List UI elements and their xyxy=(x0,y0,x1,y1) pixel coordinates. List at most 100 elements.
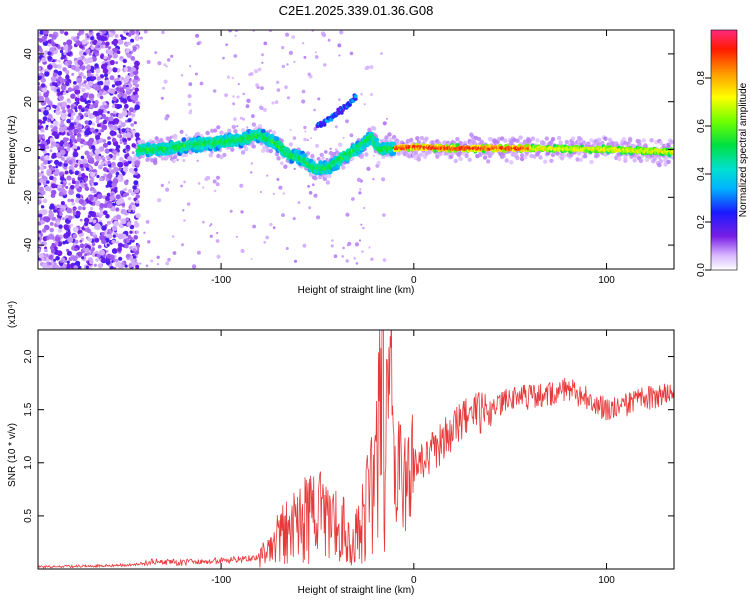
spectrogram-noise-cell xyxy=(123,187,127,192)
spectrogram-noise-cell xyxy=(55,165,59,169)
spectrogram-noise-cell xyxy=(131,151,135,155)
spectrogram-noise-cell xyxy=(366,166,371,171)
spectrogram-noise-cell xyxy=(188,82,193,87)
spectrogram-noise-cell xyxy=(115,171,120,176)
spectrogram-noise-cell xyxy=(89,200,93,205)
spectrogram-noise-cell xyxy=(130,204,137,211)
spectrogram-noise-cell xyxy=(49,47,55,53)
spectrogram-noise-cell xyxy=(68,165,74,171)
spectrogram-noise-cell xyxy=(130,50,134,54)
spectrogram-noise-cell xyxy=(50,145,54,149)
spectrogram-noise-cell xyxy=(126,53,132,59)
spectrogram-noise-cell xyxy=(119,141,123,145)
spectrogram-noise-cell xyxy=(53,209,57,213)
spectrogram-noise-cell xyxy=(100,128,105,133)
spectrogram-noise-cell xyxy=(46,106,50,111)
spectrogram-noise-cell xyxy=(98,114,102,118)
spectrogram-noise-cell xyxy=(145,220,150,224)
spectrogram-noise-cell xyxy=(252,224,256,229)
spectrogram-noise-cell xyxy=(276,88,281,92)
snr-ytick-label: 2.0 xyxy=(23,349,34,363)
spectrogram-noise-cell xyxy=(118,197,125,204)
spectrogram-noise-cell xyxy=(66,39,73,46)
spectrogram-noise-cell xyxy=(102,119,108,125)
spectrogram-noise-cell xyxy=(88,238,93,242)
spectrogram-noise-cell xyxy=(226,75,231,79)
spectrogram-noise-cell xyxy=(53,246,58,251)
spectrogram-noise-cell xyxy=(61,188,66,193)
spectrogram-noise-cell xyxy=(95,258,99,262)
spectrogram-ridge-cell xyxy=(374,137,380,143)
spectrogram-noise-cell xyxy=(112,178,119,185)
spectrogram-noise-cell xyxy=(308,206,312,210)
spectrogram-noise-cell xyxy=(121,203,125,207)
spectrogram-noise-cell xyxy=(316,215,321,220)
spectrogram-noise-cell xyxy=(42,38,47,43)
spectrogram-noise-cell xyxy=(112,266,117,269)
spectrogram-noise-cell xyxy=(156,263,160,266)
spectrogram-noise-cell xyxy=(106,155,110,159)
spectrogram-noise-cell xyxy=(103,102,107,106)
spectrogram-noise-cell xyxy=(265,235,270,240)
spectrogram-noise-cell xyxy=(73,211,77,216)
spectrogram-noise-cell xyxy=(89,179,93,184)
spectrogram-noise-cell xyxy=(67,113,72,117)
spectrogram-noise-cell xyxy=(107,57,111,61)
spectrogram-noise-cell xyxy=(78,50,85,57)
spectrogram-noise-cell xyxy=(76,115,81,120)
spectrogram-noise-cell xyxy=(360,223,363,226)
spectrogram-noise-cell xyxy=(78,82,82,86)
spectrogram-noise-cell xyxy=(297,201,301,204)
spectrogram-noise-cell xyxy=(64,225,70,231)
spectrogram-noise-cell xyxy=(128,205,132,210)
spectrogram-halo-cell xyxy=(308,172,314,177)
spectrogram-noise-cell xyxy=(125,217,129,221)
spectrogram-noise-cell xyxy=(135,199,140,204)
spectrogram-noise-cell xyxy=(225,43,228,46)
spectrogram-noise-cell xyxy=(115,144,121,150)
spectrogram-noise-cell xyxy=(103,167,108,172)
spectrogram-noise-cell xyxy=(239,183,244,188)
spectrogram-noise-cell xyxy=(167,257,171,262)
spectrogram-halo-cell xyxy=(641,138,647,143)
spectrogram-noise-cell xyxy=(89,171,96,178)
spectrogram-noise-cell xyxy=(98,164,103,170)
spectrogram-noise-cell xyxy=(40,157,44,161)
spectrogram-noise-cell xyxy=(271,101,275,105)
spectrogram-noise-cell xyxy=(80,183,85,188)
spectrogram-noise-cell xyxy=(382,121,387,126)
spectrogram-noise-cell xyxy=(84,247,90,253)
spectrogram-noise-cell xyxy=(250,162,254,165)
spectrogram-noise-cell xyxy=(86,228,92,234)
spectrogram-noise-cell xyxy=(60,156,65,161)
spectrogram-noise-cell xyxy=(77,159,83,165)
spectrogram-noise-cell xyxy=(78,198,85,205)
spectrogram-noise-cell xyxy=(84,129,90,136)
spectrogram-noise-cell xyxy=(131,161,135,165)
spectrogram-noise-cell xyxy=(61,257,65,262)
spectrogram-noise-cell xyxy=(255,83,259,87)
spectrogram-noise-cell xyxy=(358,191,362,195)
spectrogram-noise-cell xyxy=(47,51,52,56)
spectrogram-noise-cell xyxy=(81,87,86,93)
spectrogram-noise-cell xyxy=(338,54,341,57)
spectrogram-noise-cell xyxy=(67,60,73,66)
spectrogram-noise-cell xyxy=(116,50,121,54)
spectrogram-noise-cell xyxy=(102,139,107,143)
spectrogram-noise-cell xyxy=(42,176,48,182)
spectrogram-halo-cell xyxy=(658,140,664,146)
spectrogram-noise-cell xyxy=(323,63,327,67)
spectrogram-noise-cell xyxy=(126,221,132,227)
spectrogram-noise-cell xyxy=(74,170,80,176)
spectrogram-noise-cell xyxy=(103,210,108,215)
spectrogram-noise-cell xyxy=(189,65,192,68)
spectrogram-noise-cell xyxy=(115,152,120,156)
spectrogram-noise-cell xyxy=(94,148,101,155)
spectrogram-noise-cell xyxy=(199,81,204,86)
spectrogram-noise-cell xyxy=(313,126,318,131)
spectrogram-halo-cell xyxy=(364,152,369,157)
spectrogram-noise-cell xyxy=(119,138,123,142)
spectrogram-halo-cell xyxy=(166,136,172,142)
spectrogram-noise-cell xyxy=(341,255,345,258)
spectrogram-noise-cell xyxy=(110,266,114,269)
